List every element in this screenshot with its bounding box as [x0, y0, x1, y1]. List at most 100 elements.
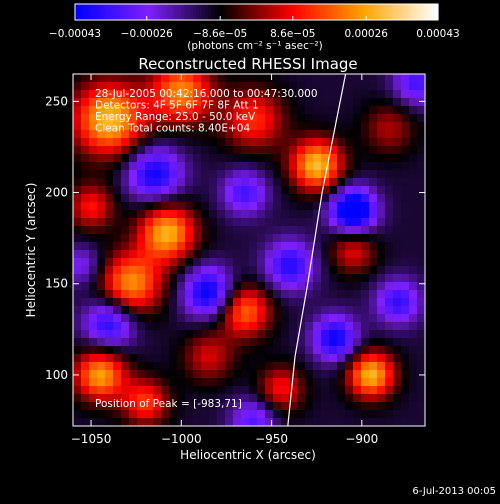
heatmap-cell [273, 290, 282, 299]
heatmap-cell [305, 274, 314, 283]
heatmap-cell [97, 330, 106, 339]
heatmap-cell [121, 362, 130, 371]
heatmap-cell [145, 298, 154, 307]
heatmap-cell [161, 410, 170, 419]
heatmap-cell [329, 154, 338, 163]
heatmap-cell [105, 186, 114, 195]
heatmap-cell [201, 378, 210, 387]
colorbar-segment [271, 4, 276, 20]
heatmap-cell [401, 282, 410, 291]
heatmap-cell [353, 178, 362, 187]
heatmap-cell [225, 314, 234, 323]
heatmap-cell [153, 234, 162, 243]
heatmap-cell [185, 362, 194, 371]
colorbar-segment [434, 4, 439, 20]
heatmap-cell [121, 250, 130, 259]
heatmap-cell [289, 274, 298, 283]
heatmap-cell [185, 306, 194, 315]
heatmap-cell [177, 98, 186, 107]
heatmap-cell [105, 170, 114, 179]
heatmap-cell [257, 354, 266, 363]
heatmap-cell [113, 98, 122, 107]
heatmap-cell [377, 242, 386, 251]
heatmap-cell [273, 226, 282, 235]
heatmap-cell [369, 306, 378, 315]
heatmap-cell [73, 202, 82, 211]
heatmap-cell [417, 370, 426, 379]
colorbar-segment [410, 4, 415, 20]
heatmap-cell [97, 402, 106, 411]
heatmap-cell [193, 138, 202, 147]
heatmap-cell [233, 218, 242, 227]
heatmap-cell [169, 258, 178, 267]
heatmap-cell [369, 234, 378, 243]
heatmap-cell [393, 106, 402, 115]
heatmap-cell [177, 178, 186, 187]
heatmap-cell [385, 298, 394, 307]
heatmap-cell [81, 250, 90, 259]
heatmap-cell [305, 258, 314, 267]
heatmap-cell [233, 194, 242, 203]
heatmap-cell [225, 418, 234, 427]
heatmap-cell [233, 386, 242, 395]
heatmap-cell [129, 266, 138, 275]
heatmap-cell [153, 218, 162, 227]
heatmap-cell [281, 218, 290, 227]
heatmap-cell [121, 322, 130, 331]
heatmap-cell [81, 138, 90, 147]
heatmap-cell [241, 234, 250, 243]
heatmap-cell [209, 106, 218, 115]
heatmap-cell [225, 154, 234, 163]
colorbar-segment [202, 4, 206, 20]
heatmap-cell [337, 122, 346, 131]
heatmap-cell [305, 106, 314, 115]
heatmap-cell [113, 106, 122, 115]
heatmap-cell [321, 90, 330, 99]
y-tick-label: 250 [45, 94, 68, 108]
heatmap-cell [361, 162, 370, 171]
heatmap-cell [337, 274, 346, 283]
colorbar-segment [386, 4, 391, 20]
heatmap-cell [209, 98, 218, 107]
heatmap-cell [201, 354, 210, 363]
heatmap-cell [161, 418, 170, 427]
colorbar-segment [250, 4, 255, 20]
heatmap-cell [217, 202, 226, 211]
heatmap-cell [321, 242, 330, 251]
heatmap-cell [401, 202, 410, 211]
heatmap-cell [265, 218, 274, 227]
colorbar-segment [165, 4, 170, 20]
heatmap-cell [113, 218, 122, 227]
heatmap-cell [177, 402, 186, 411]
heatmap-cell [385, 130, 394, 139]
heatmap-cell [145, 402, 154, 411]
heatmap-cell [209, 170, 218, 179]
heatmap-cell [193, 282, 202, 291]
heatmap-cell [161, 194, 170, 203]
heatmap-cell [97, 274, 106, 283]
heatmap-cell [329, 122, 338, 131]
heatmap-cell [241, 90, 250, 99]
heatmap-cell [89, 242, 98, 251]
heatmap-cell [289, 346, 298, 355]
colorbar-segment [168, 4, 173, 20]
heatmap-cell [201, 410, 210, 419]
heatmap-cell [353, 306, 362, 315]
heatmap-cell [257, 306, 266, 315]
heatmap-cell [177, 378, 186, 387]
heatmap-cell [161, 250, 170, 259]
heatmap-cell [129, 386, 138, 395]
heatmap-cell [153, 138, 162, 147]
colorbar-segment [256, 4, 261, 20]
colorbar-segment [304, 4, 309, 20]
heatmap-cell [249, 378, 258, 387]
heatmap-cell [81, 386, 90, 395]
heatmap-cell [329, 362, 338, 371]
colorbar-segment [398, 4, 403, 20]
heatmap-cell [289, 378, 298, 387]
heatmap-cell [201, 122, 210, 131]
heatmap-cell [225, 234, 234, 243]
heatmap-cell [193, 370, 202, 379]
heatmap-cell [97, 114, 106, 123]
